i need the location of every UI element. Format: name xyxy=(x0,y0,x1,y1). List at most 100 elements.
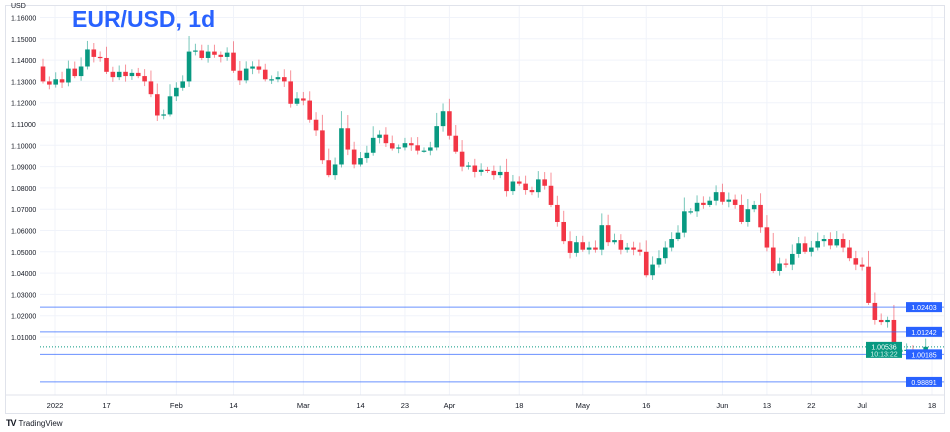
candle-body xyxy=(523,183,528,191)
candle-body xyxy=(618,240,624,250)
candle-body xyxy=(282,77,287,82)
y-tick-label: 1.12000 xyxy=(11,101,36,108)
candle-body xyxy=(739,204,744,222)
candle-body xyxy=(421,150,427,152)
candle-body xyxy=(745,209,751,222)
candle-body xyxy=(504,171,509,192)
candle-body xyxy=(758,204,763,228)
candle-body xyxy=(345,128,351,150)
current-price-badge xyxy=(866,341,902,358)
candle-body xyxy=(713,192,719,201)
candle-body xyxy=(472,165,478,172)
candle-body xyxy=(301,98,306,101)
candle-body xyxy=(529,190,535,193)
candle-body xyxy=(656,258,662,265)
candle-body xyxy=(275,77,281,80)
candle-body xyxy=(802,243,808,252)
candle-body xyxy=(370,137,376,153)
tradingview-brand[interactable]: TV TradingView xyxy=(6,418,63,428)
candle-body xyxy=(612,240,617,243)
y-tick-label: 1.15000 xyxy=(11,37,36,44)
candle-body xyxy=(224,52,230,57)
candle-body xyxy=(269,79,274,81)
candle-body xyxy=(840,239,846,248)
candle-body xyxy=(212,51,217,55)
y-tick-label: 1.10000 xyxy=(11,143,36,150)
candle-body xyxy=(237,70,243,81)
candle-body xyxy=(40,66,46,82)
candle-body xyxy=(593,247,598,250)
candle-body xyxy=(85,49,90,67)
candle-body xyxy=(688,211,693,213)
candle-body xyxy=(364,152,370,159)
candle-body xyxy=(707,200,713,205)
candle-body xyxy=(796,243,801,254)
candle-body xyxy=(650,264,655,276)
x-tick-label: May xyxy=(576,401,590,410)
candle-body xyxy=(320,130,325,161)
currency-label: USD xyxy=(11,3,26,10)
candle-body xyxy=(510,181,516,192)
candle-body xyxy=(53,79,58,85)
candle-body xyxy=(205,51,211,58)
candle-body xyxy=(231,52,236,71)
candle-body xyxy=(764,227,770,248)
x-tick-label: 16 xyxy=(642,401,650,410)
y-tick-label: 1.05000 xyxy=(11,250,36,257)
candle-body xyxy=(339,128,344,165)
candle-body xyxy=(307,100,312,120)
candle-body xyxy=(116,71,122,78)
candle-body xyxy=(91,49,97,57)
candle-body xyxy=(193,50,198,52)
candle-body xyxy=(663,247,668,259)
chart-frame xyxy=(5,5,945,414)
candle-body xyxy=(682,211,687,233)
candle-body xyxy=(47,81,52,85)
x-tick-label: 18 xyxy=(515,401,523,410)
candle-body xyxy=(167,96,173,115)
candle-body xyxy=(351,149,357,165)
candle-body xyxy=(72,68,78,77)
candle-body xyxy=(542,179,547,186)
candle-body xyxy=(110,71,116,78)
candle-body xyxy=(78,66,84,77)
candle-body xyxy=(586,247,592,250)
candle-body xyxy=(262,69,268,80)
x-tick-label: 2022 xyxy=(47,401,64,410)
candle-body xyxy=(751,204,757,210)
candle-body xyxy=(174,87,179,97)
candle-body xyxy=(129,72,135,77)
candle-body xyxy=(199,50,205,58)
level-price-badge xyxy=(906,349,942,360)
candle-body xyxy=(878,319,884,323)
candle-body xyxy=(694,202,700,212)
candle-body xyxy=(409,143,414,146)
candle-body xyxy=(243,68,249,81)
candle-body xyxy=(161,114,166,116)
candle-body xyxy=(891,319,897,352)
y-tick-label: 1.09000 xyxy=(11,165,36,172)
candle-body xyxy=(218,54,224,57)
x-tick-label: Mar xyxy=(297,401,310,410)
candle-body xyxy=(97,56,103,59)
y-tick-label: 1.13000 xyxy=(11,79,36,86)
y-tick-label: 1.06000 xyxy=(11,229,36,236)
x-tick-label: 14 xyxy=(229,401,237,410)
tradingview-logo-icon: TV xyxy=(6,418,16,428)
candle-body xyxy=(834,239,840,246)
x-tick-label: Jun xyxy=(716,401,728,410)
candle-body xyxy=(389,143,395,149)
bar-countdown-timer: 10:13:22 xyxy=(870,351,897,358)
x-tick-label: 13 xyxy=(763,401,771,410)
y-tick-label: 1.07000 xyxy=(11,207,36,214)
y-tick-label: 1.14000 xyxy=(11,58,36,65)
candle-body xyxy=(872,302,878,320)
x-tick-label: 18 xyxy=(928,401,936,410)
level-price-label: 1.00185 xyxy=(911,352,936,359)
candle-body xyxy=(358,158,363,165)
candle-body xyxy=(599,225,605,250)
x-tick-label: Apr xyxy=(444,401,456,410)
candle-body xyxy=(396,147,401,149)
candle-body xyxy=(637,249,643,252)
